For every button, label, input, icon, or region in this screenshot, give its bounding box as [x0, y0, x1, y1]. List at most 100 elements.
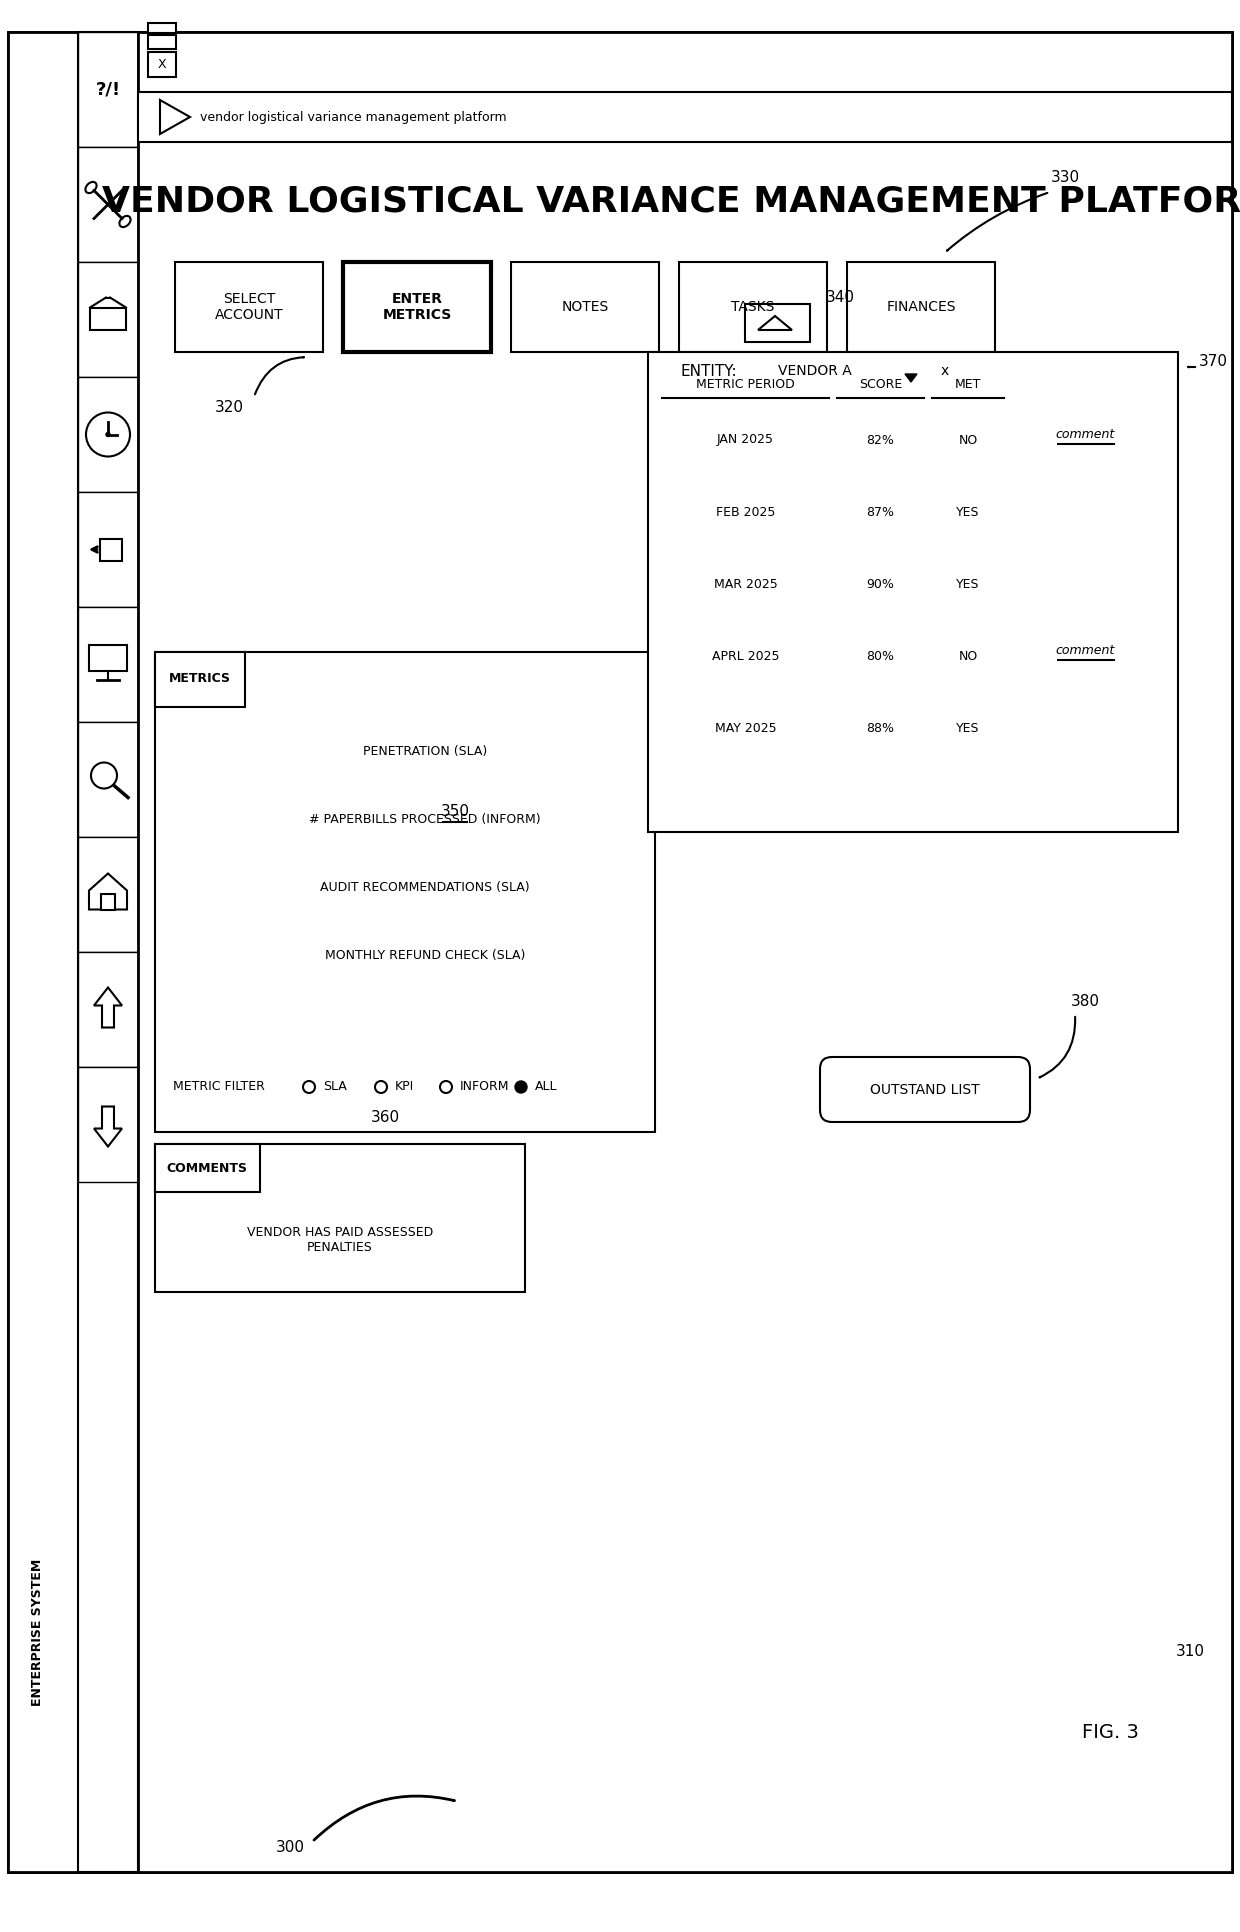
Bar: [138, 93, 1233, 141]
Bar: [155, 651, 655, 1132]
FancyArrowPatch shape: [947, 193, 1048, 251]
Circle shape: [303, 1082, 315, 1094]
Text: X: X: [157, 58, 166, 71]
Text: vendor logistical variance management platform: vendor logistical variance management pl…: [200, 110, 507, 124]
Text: MAR 2025: MAR 2025: [714, 578, 777, 591]
Text: VENDOR A: VENDOR A: [779, 363, 852, 379]
Text: 82%: 82%: [867, 433, 894, 446]
Text: 380: 380: [1070, 995, 1100, 1010]
Bar: [78, 377, 138, 493]
Text: YES: YES: [956, 506, 980, 518]
Text: VENDOR HAS PAID ASSESSED
PENALTIES: VENDOR HAS PAID ASSESSED PENALTIES: [247, 1227, 433, 1254]
Bar: [100, 539, 122, 560]
Text: PENETRATION (SLA): PENETRATION (SLA): [363, 746, 487, 759]
Bar: [755, 355, 925, 386]
Bar: [649, 352, 1178, 833]
FancyBboxPatch shape: [820, 1057, 1030, 1122]
Text: INFORM: INFORM: [460, 1080, 510, 1094]
Text: MET: MET: [955, 377, 981, 390]
Text: JAN 2025: JAN 2025: [717, 433, 774, 446]
FancyArrowPatch shape: [314, 1797, 454, 1839]
Circle shape: [440, 1082, 453, 1094]
Text: 370: 370: [1199, 354, 1228, 369]
Bar: [847, 263, 994, 352]
Text: YES: YES: [956, 721, 980, 734]
Text: TASKS: TASKS: [732, 299, 775, 315]
Text: NOTES: NOTES: [562, 299, 609, 315]
FancyArrowPatch shape: [1039, 1016, 1075, 1078]
Text: AUDIT RECOMMENDATIONS (SLA): AUDIT RECOMMENDATIONS (SLA): [320, 881, 529, 895]
Bar: [138, 33, 1233, 1872]
Bar: [148, 52, 176, 77]
Text: YES: YES: [956, 578, 980, 591]
Text: 350: 350: [440, 804, 470, 819]
Text: 90%: 90%: [867, 578, 894, 591]
Polygon shape: [94, 1107, 122, 1146]
Bar: [138, 33, 1233, 93]
Bar: [680, 263, 827, 352]
Text: METRICS: METRICS: [169, 672, 231, 686]
Text: —: —: [156, 31, 167, 41]
Text: SELECT
ACCOUNT: SELECT ACCOUNT: [215, 292, 283, 323]
Bar: [78, 723, 138, 837]
Text: KPI: KPI: [396, 1080, 414, 1094]
Bar: [343, 263, 491, 352]
Text: # PAPERBILLS PROCESSED (INFORM): # PAPERBILLS PROCESSED (INFORM): [309, 813, 541, 827]
Bar: [78, 607, 138, 723]
Text: NO: NO: [959, 649, 977, 663]
Text: METRIC PERIOD: METRIC PERIOD: [696, 377, 795, 390]
Polygon shape: [94, 987, 122, 1028]
Text: 360: 360: [371, 1109, 399, 1124]
Text: OUTSTAND LIST: OUTSTAND LIST: [870, 1082, 980, 1097]
Bar: [78, 1066, 138, 1182]
Text: FEB 2025: FEB 2025: [715, 506, 775, 518]
FancyArrowPatch shape: [255, 357, 304, 394]
Text: ENTER
METRICS: ENTER METRICS: [382, 292, 451, 323]
Polygon shape: [89, 873, 126, 910]
Bar: [148, 23, 176, 33]
Bar: [78, 837, 138, 952]
Text: FINANCES: FINANCES: [887, 299, 956, 315]
Text: METRIC FILTER: METRIC FILTER: [174, 1080, 265, 1094]
Text: 87%: 87%: [867, 506, 894, 518]
Text: 320: 320: [215, 400, 243, 415]
Text: ?/!: ?/!: [95, 81, 120, 99]
Bar: [932, 355, 959, 386]
Circle shape: [374, 1082, 387, 1094]
Bar: [78, 263, 138, 377]
Text: NO: NO: [959, 433, 977, 446]
Text: comment: comment: [1056, 429, 1115, 442]
Circle shape: [515, 1082, 527, 1094]
Bar: [91, 307, 126, 330]
Circle shape: [91, 763, 117, 788]
Bar: [155, 651, 246, 707]
Text: 340: 340: [826, 290, 854, 305]
Polygon shape: [758, 317, 792, 330]
Text: MONTHLY REFUND CHECK (SLA): MONTHLY REFUND CHECK (SLA): [325, 949, 526, 962]
Bar: [78, 33, 138, 1872]
Polygon shape: [905, 375, 918, 383]
Text: VENDOR LOGISTICAL VARIANCE MANAGEMENT PLATFORM: VENDOR LOGISTICAL VARIANCE MANAGEMENT PL…: [103, 185, 1240, 218]
Bar: [100, 893, 115, 910]
Bar: [745, 303, 810, 342]
Text: ENTITY:: ENTITY:: [680, 365, 737, 379]
Text: 88%: 88%: [867, 721, 894, 734]
Polygon shape: [160, 100, 190, 133]
Text: comment: comment: [1056, 645, 1115, 657]
Circle shape: [86, 413, 130, 456]
Bar: [89, 645, 126, 670]
Text: MAY 2025: MAY 2025: [714, 721, 776, 734]
Text: APRL 2025: APRL 2025: [712, 649, 779, 663]
Bar: [155, 1144, 525, 1293]
Bar: [511, 263, 658, 352]
Text: 300: 300: [275, 1839, 305, 1855]
Text: 80%: 80%: [867, 649, 894, 663]
Circle shape: [105, 433, 110, 437]
Text: SCORE: SCORE: [859, 377, 903, 390]
Text: COMMENTS: COMMENTS: [166, 1161, 248, 1175]
Text: FIG. 3: FIG. 3: [1081, 1723, 1138, 1741]
Bar: [78, 493, 138, 607]
Bar: [78, 33, 138, 147]
Bar: [7, 33, 138, 1872]
Text: x: x: [941, 363, 949, 379]
